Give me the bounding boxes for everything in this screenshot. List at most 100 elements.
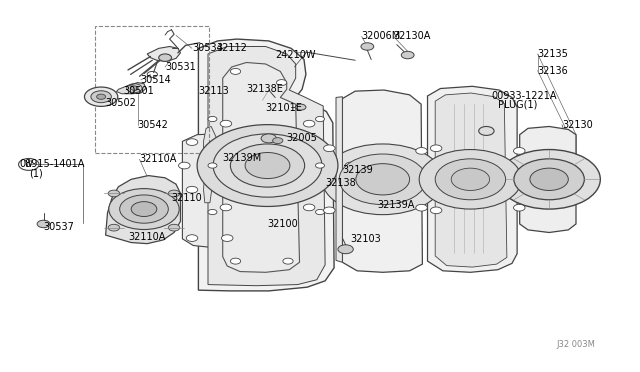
Circle shape <box>361 43 374 50</box>
Text: (1): (1) <box>29 169 43 178</box>
Circle shape <box>220 120 232 127</box>
Polygon shape <box>106 176 180 244</box>
Circle shape <box>37 220 50 228</box>
Text: 32139: 32139 <box>342 166 373 175</box>
Circle shape <box>419 150 522 209</box>
Text: 30542: 30542 <box>138 120 168 129</box>
Circle shape <box>91 91 111 103</box>
Circle shape <box>159 54 172 61</box>
Polygon shape <box>125 83 146 94</box>
Polygon shape <box>182 134 236 247</box>
Circle shape <box>514 159 584 200</box>
Text: 32130: 32130 <box>562 120 593 129</box>
Circle shape <box>513 148 525 154</box>
Circle shape <box>416 204 428 211</box>
Text: 32130A: 32130A <box>394 32 431 41</box>
Circle shape <box>197 125 338 206</box>
Text: 32136: 32136 <box>538 66 568 76</box>
Text: 32135: 32135 <box>538 49 568 59</box>
Polygon shape <box>520 126 576 232</box>
Polygon shape <box>336 97 342 262</box>
Text: 32138: 32138 <box>325 178 356 188</box>
Polygon shape <box>198 39 334 291</box>
Circle shape <box>97 94 106 99</box>
Text: J32 003M: J32 003M <box>556 340 595 349</box>
Text: 32138E: 32138E <box>246 84 284 93</box>
Circle shape <box>221 235 233 241</box>
Circle shape <box>208 163 217 168</box>
Text: 32112: 32112 <box>216 44 247 53</box>
Circle shape <box>108 224 120 231</box>
Circle shape <box>416 148 428 154</box>
Circle shape <box>220 138 231 145</box>
Text: W: W <box>25 160 33 169</box>
Circle shape <box>316 116 324 122</box>
Circle shape <box>208 209 217 215</box>
Circle shape <box>131 202 157 217</box>
Circle shape <box>179 162 190 169</box>
Text: 30514: 30514 <box>141 75 172 85</box>
Circle shape <box>230 258 241 264</box>
Text: 30501: 30501 <box>124 86 154 96</box>
Circle shape <box>168 190 180 197</box>
Circle shape <box>220 204 232 211</box>
Circle shape <box>221 186 233 193</box>
Circle shape <box>498 150 600 209</box>
Text: 32101E: 32101E <box>266 103 303 113</box>
Text: 24210W: 24210W <box>275 50 316 60</box>
Circle shape <box>324 145 335 152</box>
Circle shape <box>303 120 315 127</box>
Circle shape <box>120 195 168 223</box>
Polygon shape <box>116 86 136 94</box>
Text: 32139M: 32139M <box>223 153 262 163</box>
Circle shape <box>109 189 179 230</box>
Circle shape <box>430 145 442 152</box>
Text: 30534: 30534 <box>192 44 223 53</box>
Circle shape <box>186 139 198 145</box>
Circle shape <box>230 68 241 74</box>
Polygon shape <box>208 46 325 286</box>
Text: PLUG(1): PLUG(1) <box>498 100 538 110</box>
Circle shape <box>435 159 506 200</box>
Circle shape <box>338 245 353 254</box>
Circle shape <box>401 51 414 59</box>
Circle shape <box>530 168 568 190</box>
Circle shape <box>479 126 494 135</box>
Circle shape <box>230 144 305 187</box>
Circle shape <box>131 86 138 90</box>
Circle shape <box>273 138 283 144</box>
Circle shape <box>513 204 525 211</box>
Circle shape <box>168 224 180 231</box>
Text: 32103: 32103 <box>351 234 381 244</box>
Circle shape <box>213 134 322 197</box>
Circle shape <box>276 80 287 86</box>
Circle shape <box>108 190 120 197</box>
Circle shape <box>245 153 290 179</box>
Circle shape <box>345 162 356 169</box>
Text: 32139A: 32139A <box>378 201 415 210</box>
Text: 32005: 32005 <box>287 133 317 142</box>
Polygon shape <box>342 90 422 272</box>
Text: 32110: 32110 <box>172 193 202 203</box>
Text: 32006M: 32006M <box>362 32 401 41</box>
Circle shape <box>322 144 444 215</box>
Text: 30502: 30502 <box>106 99 136 108</box>
Polygon shape <box>147 46 180 61</box>
Polygon shape <box>223 62 300 272</box>
Circle shape <box>316 163 324 168</box>
Circle shape <box>303 204 315 211</box>
Circle shape <box>356 164 410 195</box>
Text: 30531: 30531 <box>165 62 196 72</box>
Circle shape <box>324 207 335 214</box>
Circle shape <box>451 168 490 190</box>
Text: 08915-1401A: 08915-1401A <box>19 160 84 169</box>
Circle shape <box>316 209 324 215</box>
Polygon shape <box>204 126 218 203</box>
Text: 32110A: 32110A <box>128 232 165 242</box>
Text: 32110A: 32110A <box>140 154 177 164</box>
Circle shape <box>296 104 306 110</box>
Circle shape <box>186 186 198 193</box>
Circle shape <box>339 154 426 205</box>
Text: 32113: 32113 <box>198 86 229 96</box>
Polygon shape <box>428 86 517 272</box>
